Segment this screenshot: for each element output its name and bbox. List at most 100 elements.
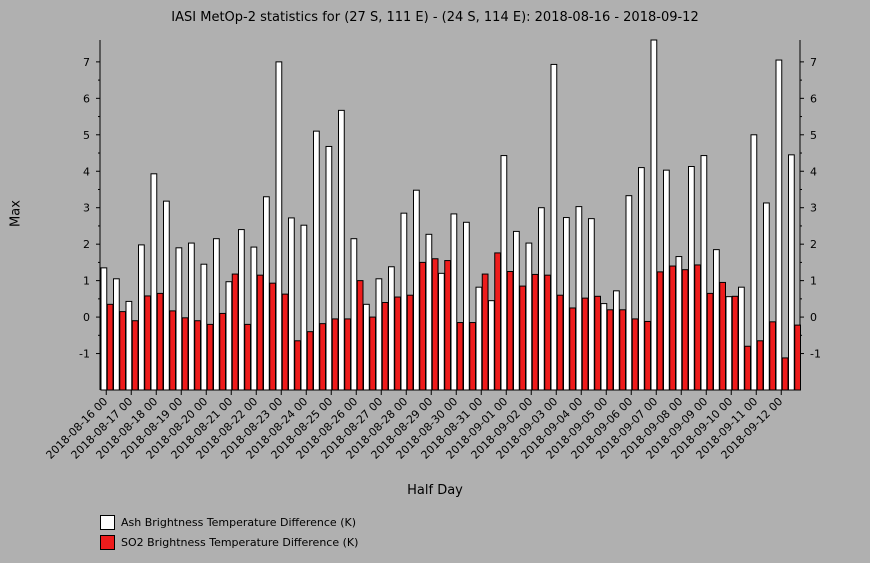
bar-ash — [513, 230, 520, 391]
bar-ash — [475, 286, 483, 391]
legend-label-ash: Ash Brightness Temperature Difference (K… — [121, 515, 356, 529]
bar-so2 — [456, 322, 464, 391]
bar-so2 — [206, 323, 214, 391]
y-tick-label-left: 7 — [83, 56, 90, 69]
y-tick-label-left: 5 — [83, 129, 90, 142]
bar-ash — [225, 281, 233, 391]
bar-ash — [288, 217, 295, 391]
bar-so2 — [181, 317, 189, 391]
bar-ash — [400, 212, 408, 391]
bar-ash — [563, 217, 570, 391]
bar-ash — [550, 63, 558, 391]
bar-so2 — [606, 309, 614, 391]
bar-so2 — [406, 294, 414, 391]
bar-so2 — [356, 280, 364, 391]
y-tick-label-right: 1 — [810, 275, 817, 288]
bar-ash — [275, 61, 283, 391]
chart-title: IASI MetOp-2 statistics for (27 S, 111 E… — [171, 10, 699, 25]
bar-so2 — [244, 323, 251, 391]
bar-so2 — [469, 322, 476, 391]
y-tick-label-left: 2 — [83, 238, 90, 251]
legend-swatch-so2 — [100, 534, 115, 550]
bar-so2 — [106, 303, 114, 391]
bar-so2 — [781, 357, 789, 391]
bar-so2 — [556, 294, 564, 391]
y-tick-label-right: 5 — [810, 129, 817, 142]
bar-so2 — [531, 273, 539, 391]
bar-ash — [775, 59, 783, 391]
bar-ash — [138, 244, 145, 391]
bar-ash — [588, 218, 595, 391]
bar-ash — [188, 242, 195, 391]
bar-so2 — [569, 307, 576, 391]
bar-so2 — [506, 271, 514, 391]
bar-so2 — [169, 310, 176, 391]
bar-ash — [250, 246, 258, 391]
bar-so2 — [694, 264, 701, 391]
bar-so2 — [281, 293, 289, 391]
bar-ash — [463, 221, 470, 391]
bar-ash — [438, 272, 445, 391]
bar-ash — [700, 155, 708, 391]
y-tick-label-left: 1 — [83, 275, 90, 288]
bar-so2 — [119, 311, 126, 391]
bar-ash — [163, 200, 170, 391]
y-tick-label-right: 0 — [810, 311, 817, 324]
bar-so2 — [581, 297, 589, 391]
bar-ash — [600, 303, 608, 391]
bar-so2 — [369, 316, 376, 391]
bar-so2 — [619, 309, 626, 391]
bar-so2 — [419, 261, 426, 391]
y-tick-label-right: 6 — [810, 92, 817, 105]
bar-so2 — [681, 269, 689, 391]
bar-ash — [313, 130, 320, 391]
y-tick-label-left: -1 — [79, 348, 90, 361]
bar-ash — [125, 300, 133, 391]
bar-ash — [713, 249, 720, 391]
bar-ash — [663, 169, 670, 391]
bar-ash — [100, 267, 108, 391]
bar-so2 — [219, 312, 226, 391]
bar-ash — [300, 224, 308, 391]
bar-so2 — [669, 265, 676, 391]
bar-ash — [638, 167, 645, 391]
bar-so2 — [131, 320, 139, 391]
bar-ash — [788, 154, 795, 391]
y-tick-label-left: 4 — [83, 165, 90, 178]
y-tick-label-right: -1 — [810, 348, 821, 361]
bar-ash — [488, 300, 495, 391]
bar-so2 — [256, 274, 264, 391]
bar-so2 — [656, 271, 664, 391]
bar-so2 — [194, 320, 201, 391]
bar-ash — [688, 166, 695, 391]
bar-so2 — [494, 252, 501, 391]
bar-ash — [388, 266, 395, 391]
bar-so2 — [744, 345, 751, 391]
bar-ash — [150, 173, 158, 391]
bar-ash — [338, 109, 345, 391]
bar-ash — [238, 229, 245, 391]
bar-ash — [613, 290, 620, 391]
bar-so2 — [319, 323, 326, 391]
y-tick-label-left: 3 — [83, 202, 90, 215]
bar-ash — [525, 242, 533, 391]
bar-ash — [413, 189, 420, 391]
bar-so2 — [731, 295, 739, 391]
bar-ash — [425, 233, 433, 391]
bar-so2 — [306, 331, 314, 391]
bar-so2 — [631, 318, 639, 391]
bar-so2 — [756, 340, 764, 391]
bar-so2 — [431, 258, 439, 391]
legend-label-so2: SO2 Brightness Temperature Difference (K… — [121, 535, 359, 549]
bar-ash — [538, 207, 545, 391]
bar-so2 — [706, 292, 714, 391]
legend-item-so2: SO2 Brightness Temperature Difference (K… — [100, 532, 358, 552]
bar-ash — [175, 247, 183, 391]
bar-so2 — [519, 285, 526, 391]
bar-so2 — [156, 292, 164, 391]
bar-ash — [213, 238, 220, 391]
y-tick-label-right: 4 — [810, 165, 817, 178]
legend-swatch-ash — [100, 514, 115, 530]
